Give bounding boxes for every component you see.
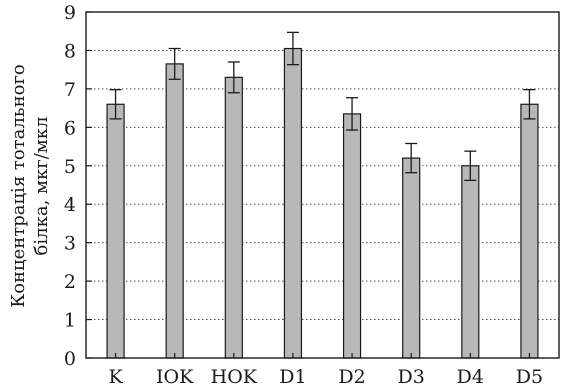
x-tick-label-d4: D4: [457, 366, 484, 386]
bars: [106, 47, 539, 359]
x-tick-label-d2: D2: [338, 366, 365, 386]
bar-d3: [402, 157, 421, 359]
plot-frame: [85, 11, 560, 359]
x-axis-labels: K IOK HOK D1 D2 D3 D4 D5: [108, 353, 543, 386]
y-axis-label-line-2: білка, мкг/мкл: [31, 117, 52, 256]
y-axis-label-line-1: Концентрація тотального: [8, 64, 29, 307]
bar-d5: [520, 103, 539, 359]
x-tick-label-k: K: [108, 366, 123, 386]
y-tick-label: 6: [64, 117, 76, 139]
y-axis-label: Концентрація тотального білка, мкг/мкл: [8, 64, 52, 307]
x-tick-label-d1: D1: [279, 366, 306, 386]
x-tick-label-d3: D3: [398, 366, 425, 386]
y-tick-label: 1: [64, 310, 76, 332]
x-tick-label-hok: HOK: [211, 366, 258, 386]
y-tick-label: 7: [64, 79, 76, 101]
y-tick-label: 8: [64, 40, 76, 62]
x-tick-label-d5: D5: [516, 366, 543, 386]
bar-k: [106, 103, 125, 359]
y-tick-label: 0: [64, 348, 76, 370]
y-tick-label: 9: [64, 2, 76, 24]
x-tick-label-iok: IOK: [156, 366, 194, 386]
bar-d4: [461, 165, 480, 359]
y-tick-label: 2: [64, 271, 76, 293]
y-tick-label: 3: [64, 233, 76, 255]
bar-iok: [165, 63, 184, 359]
gridlines: [86, 49, 559, 321]
bar-d1: [283, 47, 303, 359]
y-tick-label: 4: [64, 194, 76, 216]
y-tick-label: 5: [64, 156, 76, 178]
y-axis-ticks: 0 1 2 3 4 5 6 7 8 9: [64, 2, 92, 370]
bar-d2: [342, 113, 362, 359]
error-bars: [109, 31, 536, 182]
bar-hok: [224, 76, 243, 359]
